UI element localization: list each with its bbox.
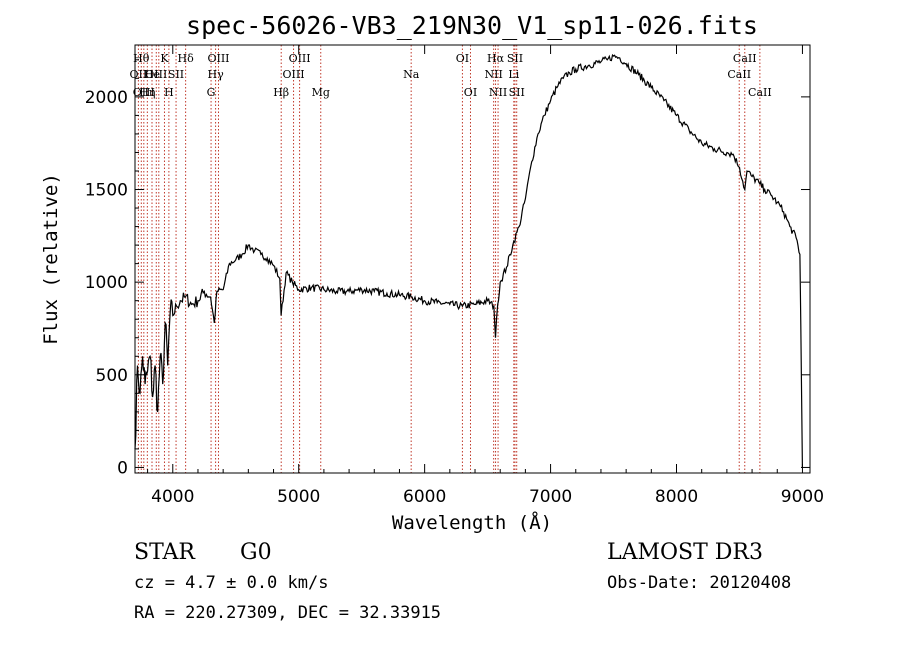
spectral-line-label: OIII: [145, 68, 167, 81]
y-tick-label: 1500: [85, 181, 128, 201]
spectral-line-label: OIII: [207, 52, 229, 65]
spectral-line-label: SII: [507, 52, 523, 65]
spectral-line-label: Hγ: [208, 68, 225, 81]
spectral-line-label: Hη: [139, 86, 155, 99]
x-axis-label: Wavelength (Å): [392, 511, 552, 534]
spectral-line-label: NII: [489, 86, 507, 99]
y-tick-label: 0: [117, 458, 128, 478]
obs-date: Obs-Date: 20120408: [607, 573, 792, 593]
x-tick-label: 6000: [403, 487, 446, 507]
x-tick-label: 7000: [529, 487, 572, 507]
x-tick-label: 9000: [781, 487, 824, 507]
x-tick-label: 8000: [655, 487, 698, 507]
object-class: STAR: [134, 540, 195, 565]
spectral-line-label: Na: [403, 68, 420, 81]
spectral-line-label: Mg: [312, 86, 330, 99]
y-tick-label: 1000: [85, 273, 128, 293]
redshift-readout: cz = 4.7 ± 0.0 km/s: [134, 573, 329, 593]
spectral-line-label: Hα: [487, 52, 505, 65]
spectral-line-label: SII: [168, 68, 184, 81]
spectral-line-label: OII: [130, 68, 148, 81]
spectral-line-label: OIII: [283, 68, 305, 81]
spectral-line-label: OIII: [289, 52, 311, 65]
spectral-line-label: OI: [456, 52, 469, 65]
spectral-line-label: OIII: [133, 86, 155, 99]
spectral-line-label: Hδ: [178, 52, 195, 65]
spectral-line-label: K: [160, 52, 169, 65]
spectral-line-label: CaII: [748, 86, 772, 99]
y-tick-label: 2000: [85, 88, 128, 108]
y-axis-label: Flux (relative): [40, 173, 62, 345]
spectral-line-label: H: [164, 86, 174, 99]
spectral-line-label: CaII: [727, 68, 751, 81]
coordinates: RA = 220.27309, DEC = 32.33915: [134, 603, 442, 623]
spectrum-series-line: [134, 53, 803, 468]
spectral-line-label: Li: [508, 68, 519, 81]
spectral-line-label: CaII: [733, 52, 757, 65]
y-tick-label: 500: [96, 366, 128, 386]
chart-title: spec-56026-VB3_219N30_V1_sp11-026.fits: [186, 11, 758, 40]
spectral-line-label: OI: [464, 86, 477, 99]
spectral-line-label: He: [144, 68, 160, 81]
spectral-line-label: Hβ: [273, 86, 289, 99]
object-subclass: G0: [240, 540, 272, 565]
survey-name: LAMOST DR3: [607, 540, 763, 565]
spectral-line-label: SII: [509, 86, 525, 99]
spectral-line-label: Hθ: [133, 52, 150, 65]
x-tick-label: 4000: [151, 487, 194, 507]
x-tick-label: 5000: [277, 487, 320, 507]
plot-frame: [134, 44, 811, 474]
spectral-line-label: NII: [484, 68, 502, 81]
spectral-line-label: G: [207, 86, 216, 99]
